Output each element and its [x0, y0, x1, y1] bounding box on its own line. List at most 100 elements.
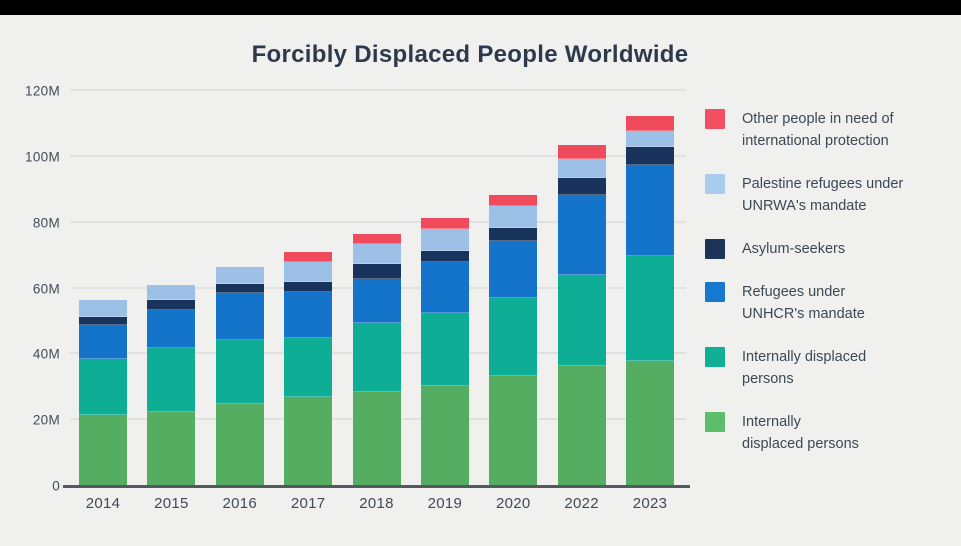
legend-label-line: UNRWA's mandate	[742, 198, 867, 214]
bar-segment	[147, 411, 196, 486]
x-tick-label: 2018	[359, 495, 394, 512]
bar	[489, 91, 538, 486]
legend-swatch	[705, 239, 725, 259]
y-axis-labels: 0 20M 40M 60M 80M 100M 120M	[6, 84, 60, 494]
y-tick-label: 100M	[25, 149, 60, 165]
bar-segment	[626, 130, 674, 147]
bar-segment	[215, 267, 264, 284]
bar-slot: 2023	[626, 91, 674, 512]
legend-swatch	[705, 347, 725, 367]
bar-segment	[79, 300, 127, 317]
bar-segment	[147, 347, 196, 412]
x-tick-label: 2014	[85, 495, 121, 512]
y-tick-label: 0	[52, 478, 60, 494]
bar-slot: 2014	[79, 91, 127, 512]
bar	[79, 91, 127, 486]
y-tick-label: 40M	[32, 346, 60, 362]
x-tick-label: 2020	[495, 495, 531, 512]
bar-segment	[284, 397, 333, 486]
bar	[215, 91, 264, 486]
legend-label-line: UNHCR's mandate	[742, 306, 865, 322]
bar-segment	[352, 244, 401, 264]
plot-area: 2014 2015 2016 2017 2018 2019 2020 2022 2023	[63, 89, 690, 512]
bar-segment	[489, 298, 538, 376]
bar-slot: 2022	[557, 91, 606, 512]
legend-label: Asylum-seekers	[742, 238, 845, 260]
legend-label-line: international protection	[742, 133, 889, 149]
x-axis-line	[63, 485, 690, 488]
bar-segment	[352, 323, 401, 393]
bar-slot: 2019	[420, 91, 469, 512]
legend-item: Internally displaced persons	[705, 346, 955, 390]
bar-segment	[557, 178, 606, 195]
y-tick-label: 80M	[32, 215, 60, 231]
legend-label: Internally displaced persons	[742, 411, 859, 455]
bar-segment	[420, 313, 469, 386]
legend-swatch	[705, 282, 725, 302]
bar-segment	[215, 283, 264, 294]
legend-label-line: Palestine refugees under	[742, 176, 904, 192]
bar-segment	[284, 281, 333, 292]
x-tick-label: 2017	[290, 495, 326, 512]
bar-segment	[626, 255, 674, 361]
bar-slot: 2016	[215, 91, 264, 512]
bar-segment	[557, 365, 606, 486]
bar-segment	[557, 145, 606, 159]
bar-segment	[420, 217, 469, 230]
top-black-bar	[0, 0, 961, 15]
bar-slot: 2017	[284, 91, 333, 512]
bar-segment	[489, 240, 538, 299]
bars: 2014 2015 2016 2017 2018 2019 2020 2022 2023	[68, 91, 688, 512]
legend-label: Palestine refugees under UNRWA's mandate	[742, 173, 903, 217]
bar-segment	[284, 291, 333, 338]
bar-segment	[147, 285, 196, 301]
bar-segment	[215, 293, 264, 340]
x-tick-label: 2015	[154, 495, 189, 512]
y-tick-label: 120M	[25, 83, 60, 99]
bar-segment	[215, 403, 264, 486]
bar-segment	[489, 227, 538, 241]
gridline	[70, 220, 686, 223]
legend-label-line: displaced persons	[742, 436, 859, 452]
bar-segment	[352, 392, 401, 486]
bar-segment	[284, 252, 333, 263]
bar-slot: 2018	[352, 91, 401, 512]
legend-item: Other people in need of international pro…	[705, 108, 955, 152]
bar-segment	[557, 275, 606, 366]
legend-item: Palestine refugees under UNRWA's mandate	[705, 173, 955, 217]
legend-label: Internally displaced persons	[742, 346, 866, 390]
bar-segment	[626, 165, 674, 256]
bar-segment	[557, 158, 606, 179]
gridline	[70, 89, 686, 91]
x-tick-label: 2022	[564, 495, 599, 512]
bar	[420, 91, 469, 486]
bar-segment	[420, 385, 469, 486]
bar-segment	[489, 206, 538, 228]
legend-swatch	[705, 109, 725, 129]
legend-label-line: Internally displaced	[742, 349, 867, 365]
bar	[626, 91, 674, 486]
legend-label-line: Asylum-seekers	[742, 241, 846, 257]
bar	[284, 91, 333, 486]
x-tick-label: 2023	[632, 495, 668, 512]
legend-label: Other people in need of international pro…	[742, 108, 894, 152]
bar-segment	[147, 300, 196, 310]
bar-segment	[626, 360, 674, 486]
bar-segment	[420, 262, 469, 314]
bar	[147, 91, 196, 486]
bar-segment	[626, 146, 674, 166]
bar	[352, 91, 401, 486]
gridline	[70, 154, 686, 157]
bar-segment	[626, 115, 674, 131]
bar-slot: 2020	[489, 91, 538, 512]
bar-segment	[420, 229, 469, 251]
legend: Other people in need of international pro…	[705, 108, 955, 476]
legend-swatch	[705, 174, 725, 194]
legend-item: Internally displaced persons	[705, 411, 955, 455]
bar-segment	[352, 263, 401, 279]
legend-label-line: Internally	[742, 414, 801, 430]
y-tick-label: 60M	[32, 281, 60, 296]
legend-item: Refugees under UNHCR's mandate	[705, 281, 955, 325]
bar-segment	[79, 324, 127, 360]
y-tick-label: 20M	[32, 412, 60, 428]
